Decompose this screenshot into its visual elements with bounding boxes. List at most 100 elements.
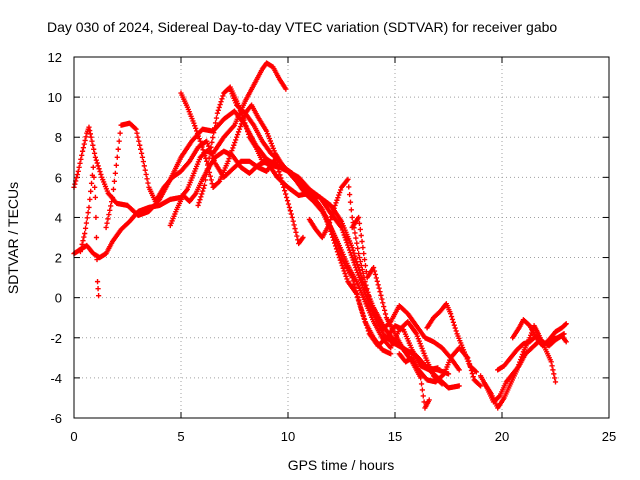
data-point [420,393,426,399]
data-point [242,120,248,126]
data-point [382,311,389,317]
data-point [83,134,89,140]
data-point [377,289,383,295]
data-point [95,286,101,292]
y-tick-label: 4 [55,210,62,225]
data-point [215,107,221,113]
data-point [326,222,332,229]
data-point [469,370,475,377]
data-point [453,328,459,334]
data-point [98,171,104,178]
data-point [283,194,290,200]
data-point [193,128,200,134]
data-point [291,222,297,228]
data-point [472,368,479,374]
data-point [87,127,93,134]
data-point [346,184,352,190]
data-point [334,249,341,255]
data-point [135,134,141,140]
data-point [352,253,358,259]
data-point [201,150,207,156]
data-point [92,184,98,190]
data-point [360,312,366,319]
data-point [245,128,251,135]
data-point [97,169,103,175]
data-point [93,234,100,241]
data-point [367,296,373,303]
data-point [450,319,456,325]
data-point [563,321,569,327]
data-point [358,232,364,239]
data-point [74,171,81,178]
data-point [196,199,202,206]
data-point [107,207,113,213]
data-point [138,146,144,152]
plot-frame [73,56,610,419]
data-point [206,169,213,176]
data-point [218,99,224,105]
data-point [231,123,237,129]
data-point [478,383,484,389]
data-point [288,211,294,217]
data-point [93,157,99,163]
data-point [336,192,342,198]
data-point [84,215,90,221]
data-point [197,197,203,203]
data-point [426,397,432,403]
data-point [94,160,100,166]
series-sat-c [77,164,102,299]
data-point [208,177,214,183]
data-point [265,133,272,139]
data-point [357,303,363,309]
data-point [79,241,85,247]
data-point [448,313,455,320]
data-point [205,160,211,167]
data-point [418,381,425,387]
y-tick-label: 2 [55,251,62,266]
grid-lines [74,57,609,418]
data-point [359,266,365,273]
data-point [104,220,110,226]
data-point [551,371,557,377]
data-point [103,224,109,231]
y-tick-label: 10 [48,90,62,105]
y-axis-label: SDTVAR / TECUs [5,182,21,294]
data-point [331,205,337,211]
data-point [364,286,370,292]
data-point [106,211,112,218]
data-point [268,140,274,147]
data-point [359,309,365,315]
data-point [378,292,384,298]
data-point [440,372,446,378]
data-point [550,367,556,373]
data-point [470,374,476,380]
data-point [370,307,376,313]
data-point [372,271,379,278]
data-point [354,294,361,300]
data-point [195,133,202,139]
data-point [356,214,362,221]
data-point [349,214,355,221]
data-point [72,181,78,187]
data-point [496,394,502,400]
data-point [144,176,150,182]
data-point [200,188,206,194]
data-point [264,128,270,134]
data-point [244,126,250,132]
data-point [563,339,569,345]
data-point [207,150,213,156]
data-point [85,210,91,216]
data-point [78,156,84,162]
data-point [369,303,375,310]
data-point [139,154,146,160]
data-point [449,316,456,323]
data-point [382,307,388,313]
data-point [562,321,568,328]
data-point [417,340,423,347]
data-point [413,331,419,337]
data-point [552,379,559,385]
data-point [373,275,379,281]
data-point [194,130,201,137]
data-point [518,356,524,363]
data-point [292,226,298,232]
